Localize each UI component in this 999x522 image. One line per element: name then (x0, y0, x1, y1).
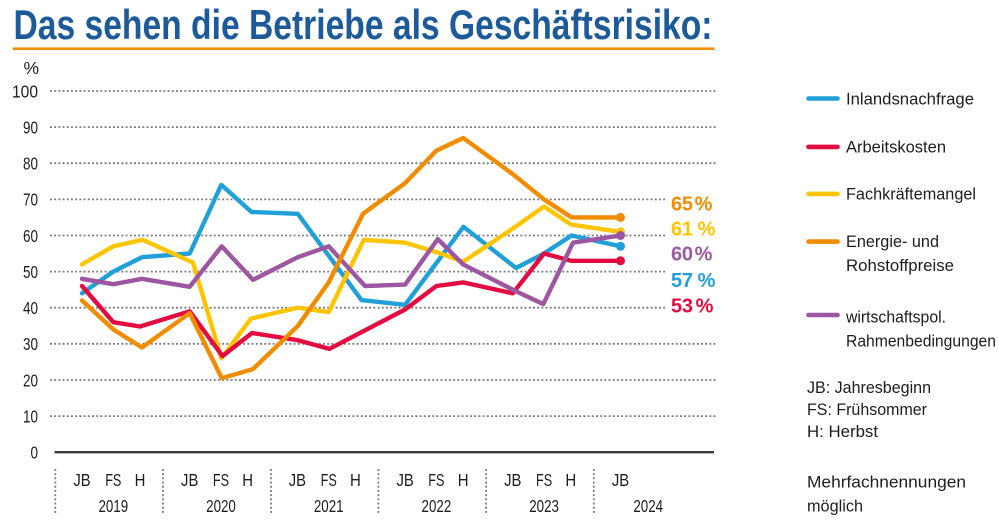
svg-text:JB: JB (289, 470, 306, 490)
svg-text:Das sehen die Betriebe als Ges: Das sehen die Betriebe als Geschäftsrisi… (14, 1, 713, 48)
svg-text:FS: FS (536, 470, 552, 490)
svg-text:wirtschaftspol.: wirtschaftspol. (845, 309, 946, 327)
svg-text:H: H (565, 470, 576, 490)
svg-text:%: % (23, 58, 39, 78)
svg-text:40: 40 (23, 298, 38, 318)
svg-text:JB: JB (181, 470, 198, 490)
svg-text:JB: JB (504, 470, 521, 490)
svg-text:H: Herbst: H: Herbst (807, 423, 878, 441)
svg-text:20: 20 (23, 370, 38, 390)
svg-text:2023: 2023 (529, 496, 559, 516)
svg-text:Fachkräftemangel: Fachkräftemangel (846, 186, 976, 204)
svg-text:Arbeitskosten: Arbeitskosten (846, 139, 946, 157)
svg-text:10: 10 (23, 406, 38, 426)
svg-text:FS: Frühsommer: FS: Frühsommer (807, 401, 927, 419)
svg-text:60%: 60% (671, 244, 713, 266)
svg-text:70: 70 (23, 190, 38, 210)
svg-text:30: 30 (23, 334, 38, 354)
svg-text:80: 80 (23, 154, 38, 174)
svg-text:2024: 2024 (633, 496, 663, 516)
svg-text:H: H (350, 470, 361, 490)
svg-text:Rohstoffpreise: Rohstoffpreise (846, 257, 954, 275)
svg-text:JB: JB (612, 470, 629, 490)
svg-text:2021: 2021 (314, 496, 344, 516)
svg-text:FS: FS (213, 470, 229, 490)
svg-text:Energie- und: Energie- und (846, 233, 939, 251)
svg-text:60: 60 (23, 226, 38, 246)
svg-text:FS: FS (105, 470, 121, 490)
svg-text:65%: 65% (671, 194, 713, 216)
svg-text:2019: 2019 (98, 496, 128, 516)
svg-text:FS: FS (321, 470, 337, 490)
svg-text:Inlandsnachfrage: Inlandsnachfrage (846, 91, 974, 109)
svg-text:2022: 2022 (422, 496, 452, 516)
svg-text:H: H (135, 470, 146, 490)
svg-text:FS: FS (428, 470, 444, 490)
svg-text:möglich: möglich (807, 498, 863, 516)
svg-text:JB: Jahresbeginn: JB: Jahresbeginn (807, 379, 931, 397)
svg-text:90: 90 (23, 117, 38, 137)
svg-text:2020: 2020 (206, 496, 236, 516)
svg-text:H: H (242, 470, 253, 490)
svg-text:50: 50 (23, 262, 38, 282)
svg-text:0: 0 (31, 443, 39, 463)
svg-text:100: 100 (12, 81, 38, 101)
svg-text:Rahmenbedingungen: Rahmenbedingungen (846, 333, 996, 351)
svg-text:JB: JB (73, 470, 90, 490)
svg-text:Mehrfachnennungen: Mehrfachnennungen (807, 474, 966, 492)
svg-text:53%: 53% (671, 296, 714, 318)
svg-text:JB: JB (396, 470, 413, 490)
svg-text:H: H (458, 470, 469, 490)
